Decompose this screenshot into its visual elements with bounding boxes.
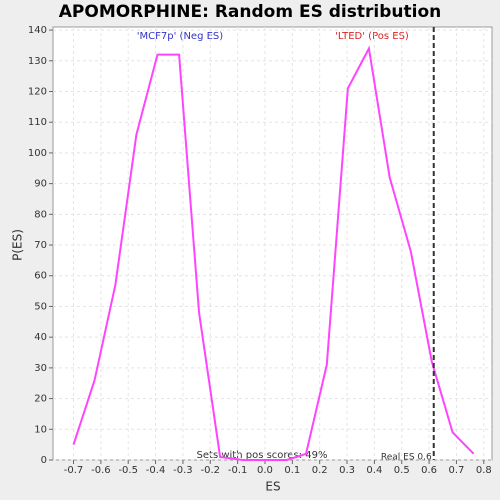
y-tick-label: 10 [34,424,47,435]
x-tick-label: -0.6 [91,465,111,476]
y-tick-label: 100 [28,148,47,159]
x-tick-label: -0.4 [146,465,166,476]
y-tick-label: 130 [28,56,47,67]
neg-label: 'MCF7p' (Neg ES) [137,31,223,42]
x-axis-label: ES [265,480,280,494]
y-tick-label: 60 [34,271,47,282]
x-tick-label: 0.7 [448,465,464,476]
series-line [72,45,475,461]
x-tick-label: 0.8 [476,465,492,476]
x-tick-label: -0.7 [64,465,84,476]
y-tick-label: 80 [34,209,47,220]
x-tick-label: 0.2 [312,465,328,476]
y-tick-label: 120 [28,86,47,97]
x-tick-label: 0.1 [284,465,300,476]
x-tick-label: -0.2 [201,465,221,476]
plot-area [52,26,493,461]
y-tick-label: 110 [28,117,47,128]
y-tick-label: 70 [34,240,47,251]
y-axis-label: P(ES) [11,229,25,261]
x-tick-label: -0.5 [118,465,138,476]
y-tick-label: 140 [28,25,47,36]
x-tick-label: 0.0 [257,465,273,476]
x-tick-label: 0.3 [339,465,355,476]
y-tick-label: 30 [34,363,47,374]
chart-title: APOMORPHINE: Random ES distribution [59,2,441,22]
ref-label: Real ES 0.6 [381,453,432,463]
y-tick-label: 90 [34,179,47,190]
x-tick-label: -0.1 [228,465,248,476]
x-tick-label: -0.3 [173,465,193,476]
pos-label: 'LTED' (Pos ES) [335,31,409,42]
y-tick-label: 50 [34,301,47,312]
x-tick-label: 0.5 [394,465,410,476]
footnote: Sets with pos scores: 49% [197,450,328,461]
y-tick-label: 20 [34,394,47,405]
y-tick-label: 40 [34,332,47,343]
x-tick-label: 0.6 [421,465,437,476]
x-tick-label: 0.4 [366,465,382,476]
y-tick-label: 0 [41,455,47,466]
